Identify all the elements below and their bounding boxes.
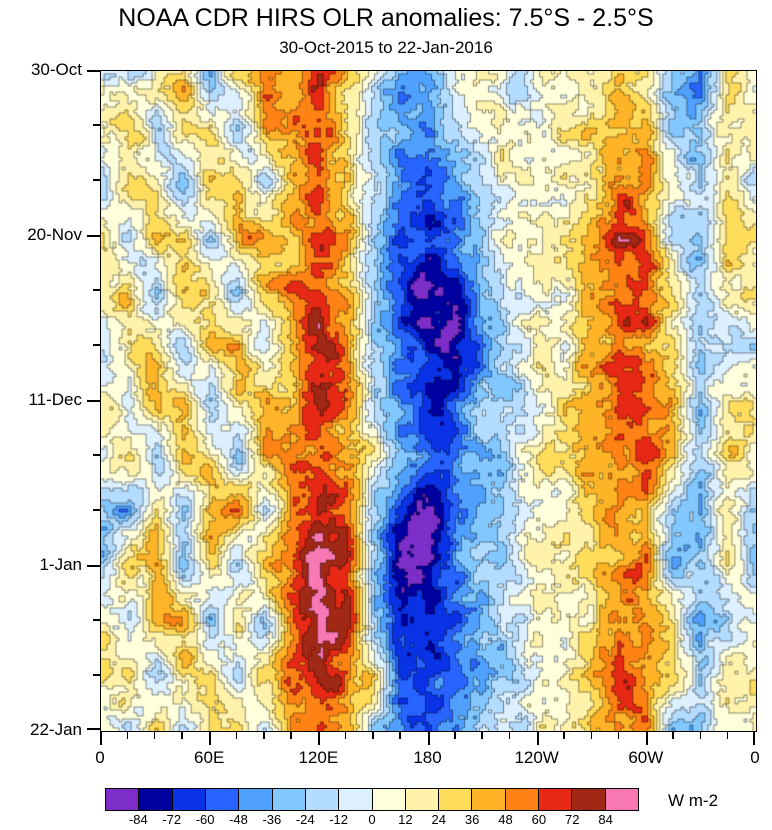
- y-major-tick: [87, 400, 100, 402]
- y-major-tick: [87, 235, 100, 237]
- x-tick-label: 60E: [194, 748, 225, 767]
- x-minor-tick: [263, 732, 265, 739]
- y-major-tick: [87, 565, 100, 567]
- y-tick-label: 30-Oct: [30, 60, 82, 79]
- hovmoller-heatmap-canvas: [101, 71, 756, 731]
- colorbar: [105, 788, 639, 811]
- colorbar-tick-label: 72: [565, 812, 580, 827]
- colorbar-tick-label: -48: [229, 812, 248, 827]
- x-major-tick: [209, 732, 212, 745]
- colorbar-tick-label: 84: [598, 812, 613, 827]
- y-axis-labels: 30-Oct 20-Nov 11-Dec 1-Jan 22-Jan: [0, 60, 82, 739]
- colorbar-cell: [139, 789, 173, 810]
- x-tick-label: 120E: [298, 748, 339, 767]
- y-minor-tick: [93, 289, 100, 291]
- colorbar-tick-label: -12: [329, 812, 349, 827]
- x-major-tick: [645, 732, 648, 745]
- colorbar-unit-label: W m-2: [668, 791, 719, 810]
- colorbar-cell: [505, 789, 540, 810]
- y-minor-tick: [93, 454, 100, 456]
- colorbar-tick-label: -24: [295, 812, 315, 827]
- colorbar-tick-label: 24: [431, 812, 446, 827]
- y-axis-ticks: [87, 70, 100, 730]
- y-major-tick: [87, 70, 100, 72]
- x-tick-label: 0: [95, 748, 105, 767]
- x-minor-tick: [454, 732, 456, 739]
- x-minor-tick: [672, 732, 674, 739]
- colorbar-tick-label: 60: [531, 812, 547, 827]
- x-minor-tick: [126, 732, 129, 739]
- colorbar-cell: [172, 789, 206, 810]
- colorbar-tick-label: 48: [498, 812, 513, 827]
- x-minor-tick: [235, 732, 238, 739]
- x-tick-label: 60W: [628, 748, 664, 767]
- x-tick-label: 180: [413, 748, 442, 767]
- plot-area: [100, 70, 757, 732]
- x-axis-labels: 0 60E 120E 180 120W 60W 0: [95, 748, 759, 770]
- colorbar-cell: [339, 789, 373, 810]
- colorbar-tick-label: -60: [195, 812, 215, 827]
- x-minor-tick: [481, 732, 483, 739]
- x-minor-tick: [290, 732, 292, 739]
- x-minor-tick: [563, 732, 565, 739]
- x-major-tick: [318, 732, 321, 745]
- x-major-tick: [100, 732, 102, 745]
- colorbar-cell: [239, 789, 273, 810]
- colorbar-cell: [405, 789, 440, 810]
- y-minor-tick: [93, 674, 100, 676]
- colorbar-tick-label: -36: [262, 812, 282, 827]
- colorbar-tick-label: -72: [162, 812, 182, 827]
- colorbar-cell: [572, 789, 606, 810]
- colorbar-cell: [539, 789, 573, 810]
- x-major-tick: [427, 732, 430, 745]
- chart-title: NOAA CDR HIRS OLR anomalies: 7.5°S - 2.5…: [118, 4, 654, 32]
- x-tick-label: 0: [750, 748, 760, 767]
- colorbar-cell: [439, 789, 473, 810]
- x-minor-tick: [153, 732, 156, 739]
- x-axis-ticks: [100, 732, 755, 745]
- x-tick-label: 120W: [514, 748, 559, 767]
- y-minor-tick: [93, 179, 100, 181]
- y-minor-tick: [93, 124, 100, 126]
- x-minor-tick: [617, 732, 620, 739]
- colorbar-labels: -84 -72 -60 -48 -36 -24 -12 0 12 24 36 48 60 72 84: [105, 812, 639, 828]
- colorbar-tick-label: 12: [398, 812, 413, 827]
- y-tick-label: 11-Dec: [28, 390, 82, 409]
- chart-subtitle: 30-Oct-2015 to 22-Jan-2016: [279, 38, 493, 57]
- y-tick-label: 1-Jan: [39, 555, 82, 574]
- y-minor-tick: [93, 619, 100, 621]
- colorbar-cell: [272, 789, 306, 810]
- colorbar-cell: [106, 789, 140, 810]
- x-major-tick: [753, 732, 755, 745]
- colorbar-tick-label: 36: [464, 812, 480, 827]
- colorbar-cell: [305, 789, 340, 810]
- x-minor-tick: [590, 732, 592, 739]
- colorbar-tick-label: 0: [368, 812, 376, 827]
- colorbar-tick-label: -84: [128, 812, 148, 827]
- x-minor-tick: [699, 732, 702, 739]
- colorbar-cell: [605, 789, 638, 810]
- x-minor-tick: [344, 732, 347, 739]
- y-minor-tick: [93, 344, 100, 346]
- x-minor-tick: [372, 732, 374, 739]
- x-minor-tick: [726, 732, 729, 739]
- x-minor-tick: [399, 732, 401, 739]
- x-minor-tick: [181, 732, 183, 739]
- y-tick-label: 22-Jan: [30, 720, 82, 739]
- x-major-tick: [536, 732, 539, 745]
- y-tick-label: 20-Nov: [27, 225, 82, 244]
- y-minor-tick: [93, 509, 100, 511]
- colorbar-cell: [372, 789, 406, 810]
- y-major-tick: [87, 728, 100, 730]
- colorbar-cell: [205, 789, 240, 810]
- colorbar-cell: [472, 789, 506, 810]
- x-minor-tick: [508, 732, 511, 739]
